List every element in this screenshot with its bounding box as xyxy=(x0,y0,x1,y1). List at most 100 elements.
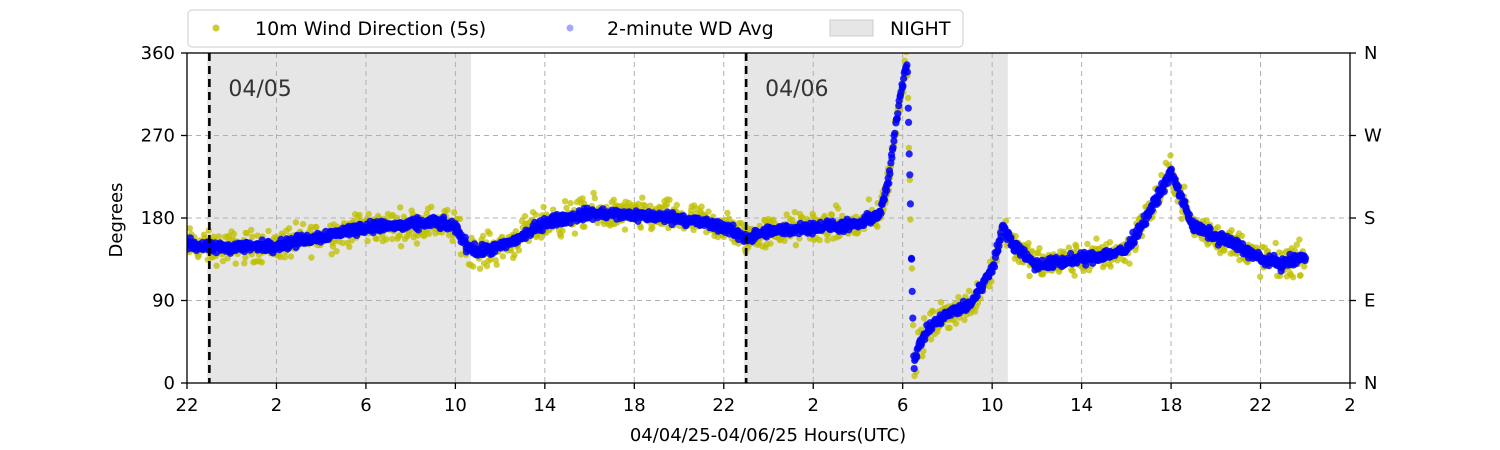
wind-direction-point xyxy=(906,176,913,184)
wind-direction-point xyxy=(285,225,293,232)
wind-direction-point xyxy=(532,211,539,218)
wind-direction-point xyxy=(874,223,881,230)
wind-direction-point xyxy=(965,287,973,295)
wind-direction-point xyxy=(413,240,421,247)
avg-direction-point xyxy=(908,287,916,295)
y-axis-title: Degrees xyxy=(106,183,127,258)
legend-night-swatch xyxy=(829,19,874,37)
wind-direction-point xyxy=(248,226,255,234)
wind-direction-point xyxy=(905,144,913,152)
wind-direction-point xyxy=(559,227,566,235)
wind-direction-point xyxy=(1034,250,1042,257)
wind-direction-point xyxy=(909,321,917,329)
wind-direction-point xyxy=(579,195,586,202)
x-tick-label: 10 xyxy=(444,395,467,416)
wind-direction-point xyxy=(397,204,404,211)
y2-tick-label: N xyxy=(1364,43,1377,64)
wind-direction-point xyxy=(1238,232,1246,239)
wind-direction-point xyxy=(903,53,910,55)
wind-direction-point xyxy=(470,263,477,270)
wind-direction-point xyxy=(610,196,617,203)
wind-direction-point xyxy=(1106,239,1114,246)
wind-direction-point xyxy=(1026,272,1033,280)
wind-direction-point xyxy=(673,201,680,209)
wind-direction-point xyxy=(649,224,656,231)
wind-direction-point xyxy=(666,196,673,203)
wind-direction-point xyxy=(1178,215,1185,223)
wind-direction-point xyxy=(1296,236,1303,243)
wind-direction-point xyxy=(1065,244,1073,251)
wind-direction-point xyxy=(428,203,435,210)
x-tick-label: 6 xyxy=(360,395,371,416)
wind-direction-point xyxy=(952,320,960,327)
legend-label: NIGHT xyxy=(890,18,951,40)
wind-direction-point xyxy=(423,210,430,218)
wind-direction-point xyxy=(580,200,588,207)
wind-direction-point xyxy=(313,223,320,231)
avg-direction-point xyxy=(899,82,907,90)
wind-direction-point xyxy=(241,260,248,267)
wind-direction-point xyxy=(920,347,927,355)
wind-direction-point xyxy=(946,324,953,331)
avg-direction-point xyxy=(1167,165,1175,173)
avg-direction-point xyxy=(906,171,914,179)
avg-direction-point xyxy=(900,75,908,83)
day-marker-layer: 04/05 04/06 xyxy=(208,53,829,383)
legend-label: 10m Wind Direction (5s) xyxy=(255,18,486,40)
avg-direction-point xyxy=(895,102,903,110)
wind-direction-point xyxy=(487,256,494,263)
avg-direction-point xyxy=(1160,188,1168,196)
wind-direction-point xyxy=(265,227,272,235)
avg-direction-point xyxy=(890,137,898,145)
wind-direction-point xyxy=(339,239,346,247)
wind-direction-point xyxy=(791,208,798,216)
avg-direction-point xyxy=(1007,234,1015,242)
wind-direction-point xyxy=(594,219,601,227)
wind-direction-point xyxy=(476,265,484,272)
wind-direction-point xyxy=(581,223,588,230)
wind-direction-point xyxy=(907,216,914,223)
wind-direction-point xyxy=(1290,274,1297,281)
wind-direction-point xyxy=(1025,239,1032,247)
avg-direction-point xyxy=(910,365,918,373)
avg-direction-point xyxy=(877,209,885,217)
wind-direction-point xyxy=(698,203,705,210)
wind-direction-point xyxy=(329,243,337,250)
x-tick-label: 6 xyxy=(897,395,908,416)
wind-direction-point xyxy=(499,253,507,260)
avg-direction-point xyxy=(470,240,479,248)
y2-tick-label: S xyxy=(1364,208,1375,229)
wind-direction-point xyxy=(383,236,390,243)
wind-direction-point xyxy=(705,208,712,215)
wind-direction-point xyxy=(591,194,598,202)
avg-direction-point xyxy=(905,118,913,126)
wind-direction-point xyxy=(690,226,697,234)
avg-direction-point xyxy=(880,196,889,204)
wind-direction-point xyxy=(927,336,935,343)
wind-direction-point xyxy=(550,206,557,213)
wind-direction-point xyxy=(307,223,315,231)
wind-direction-point xyxy=(373,235,380,242)
wind-direction-point xyxy=(1167,152,1174,159)
legend-label: 2-minute WD Avg xyxy=(607,18,774,40)
avg-direction-point xyxy=(907,255,916,263)
avg-direction-point xyxy=(894,110,902,118)
x-tick-label: 2 xyxy=(271,395,282,416)
y2-tick-label: W xyxy=(1364,126,1382,147)
wind-direction-point xyxy=(521,213,529,220)
wind-direction-point xyxy=(865,196,873,203)
avg-direction-point xyxy=(889,143,897,152)
wind-direction-point xyxy=(767,240,774,247)
wind-direction-point xyxy=(1297,272,1304,279)
wind-direction-point xyxy=(1301,263,1308,270)
wind-direction-point xyxy=(486,230,493,237)
wind-direction-point xyxy=(789,217,796,224)
wind-direction-point xyxy=(929,308,937,315)
wind-direction-point xyxy=(483,262,491,270)
x-axis-title: 04/04/25-04/06/25 Hours(UTC) xyxy=(630,425,906,446)
x-tick-label: 22 xyxy=(712,395,735,416)
wind-direction-point xyxy=(783,211,790,218)
wind-direction-point xyxy=(511,251,518,259)
wind-direction-point xyxy=(904,94,912,102)
